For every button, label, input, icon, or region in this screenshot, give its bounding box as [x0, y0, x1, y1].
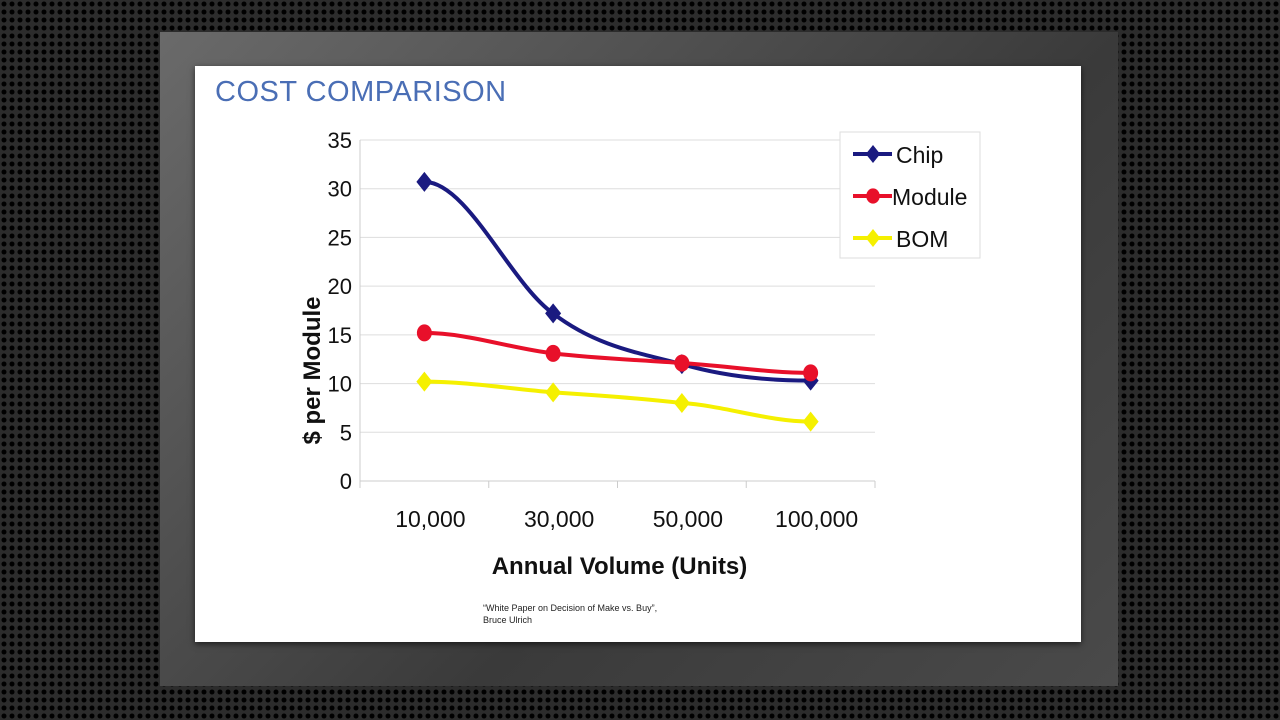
data-point-bom — [545, 382, 562, 403]
y-tick-label: 5 — [340, 420, 352, 445]
data-point-module — [674, 354, 690, 372]
citation-line-1: “White Paper on Decision of Make vs. Buy… — [483, 603, 658, 613]
y-tick-label: 15 — [328, 323, 352, 348]
slide-title: COST COMPARISON — [215, 76, 507, 108]
series-line-chip — [424, 179, 811, 383]
data-point-chip — [545, 303, 562, 324]
legend-marker-chip — [865, 145, 881, 163]
data-point-bom — [802, 411, 819, 432]
y-axis-label: $ per Module — [299, 296, 326, 444]
citation-line-2: Bruce Ulrich — [483, 615, 533, 625]
legend-label: BOM — [896, 226, 948, 252]
data-point-module — [545, 344, 561, 362]
y-tick-label: 25 — [328, 225, 352, 250]
legend-label: Chip — [896, 142, 943, 168]
line-chart: 0 5 10 15 20 25 30 35 10,000 30,000 50,000 100,000 A… — [299, 128, 981, 580]
legend-marker-module — [866, 188, 880, 204]
x-axis-label: Annual Volume (Units) — [492, 553, 748, 580]
data-point-module — [803, 364, 819, 382]
y-tick-label: 20 — [328, 274, 352, 299]
legend-marker-bom — [865, 229, 881, 247]
x-tick-label: 30,000 — [524, 506, 594, 532]
y-tick-label: 30 — [328, 177, 352, 202]
slide: COST COMPARISON 0 5 10 15 20 25 30 35 10,000 30,0… — [195, 66, 1081, 642]
x-tick-label: 50,000 — [653, 506, 723, 532]
legend-label: Module — [892, 184, 967, 210]
series-line-bom — [424, 379, 811, 424]
data-point-bom — [416, 371, 433, 392]
y-tick-label: 35 — [328, 128, 352, 153]
x-tick-label: 100,000 — [775, 506, 858, 532]
data-point-module — [416, 324, 432, 342]
y-tick-label: 10 — [328, 372, 352, 397]
y-tick-label: 0 — [340, 469, 352, 494]
citation: “White Paper on Decision of Make vs. Buy… — [483, 602, 657, 626]
data-point-chip — [416, 171, 433, 192]
data-point-bom — [673, 393, 690, 414]
x-tick-label: 10,000 — [395, 506, 465, 532]
series-line-module — [424, 330, 811, 375]
